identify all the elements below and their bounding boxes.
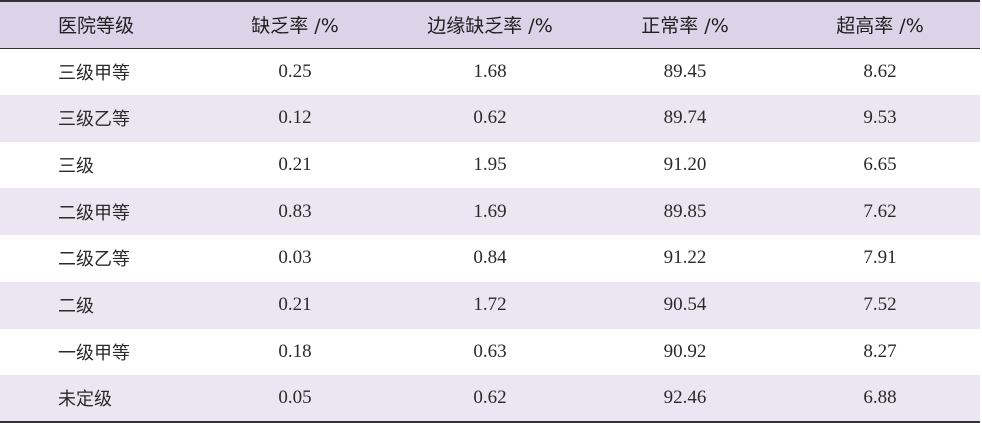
cell-marginal-deficiency-rate: 0.62 [390, 375, 590, 423]
cell-deficiency-rate: 0.21 [278, 294, 312, 316]
cell-hospital-grade: 三级 [58, 155, 94, 177]
cell-excess-rate: 8.62 [863, 60, 897, 82]
cell-excess-rate: 7.62 [863, 200, 897, 222]
table-row: 三级甲等 0.25 1.68 89.45 8.62 [0, 48, 980, 95]
cell-normal-rate: 91.20 [663, 153, 707, 175]
cell-normal-rate: 89.85 [663, 200, 707, 222]
header-hospital-grade: 医院等级 [0, 0, 200, 49]
table-row: 未定级 0.05 0.62 92.46 6.88 [0, 375, 980, 423]
header-deficiency-rate: 缺乏率 /% [200, 0, 390, 49]
cell-deficiency-rate: 0.18 [278, 340, 312, 362]
table-row: 二级甲等 0.83 1.69 89.85 7.62 [0, 188, 980, 235]
cell-excess-rate: 9.53 [863, 107, 897, 129]
cell-normal-rate: 90.92 [663, 340, 707, 362]
cell-deficiency-rate: 0.05 [200, 375, 390, 423]
cell-excess-rate: 8.27 [863, 340, 897, 362]
cell-excess-rate: 6.88 [780, 375, 980, 423]
cell-excess-rate: 7.91 [863, 247, 897, 269]
header-row: 医院等级 缺乏率 /% 边缘缺乏率 /% 正常率 /% 超高率 /% [0, 0, 980, 49]
cell-deficiency-rate: 0.21 [278, 153, 312, 175]
table-row: 二级 0.21 1.72 90.54 7.52 [0, 281, 980, 329]
cell-hospital-grade: 二级甲等 [58, 202, 130, 224]
cell-deficiency-rate: 0.12 [278, 107, 312, 129]
cell-marginal-deficiency-rate: 0.63 [473, 340, 507, 362]
cell-excess-rate: 7.52 [863, 294, 897, 316]
header-excess-rate: 超高率 /% [780, 0, 980, 49]
cell-marginal-deficiency-rate: 0.62 [473, 107, 507, 129]
cell-marginal-deficiency-rate: 0.84 [473, 247, 507, 269]
cell-normal-rate: 89.74 [663, 107, 707, 129]
table-row: 二级乙等 0.03 0.84 91.22 7.91 [0, 235, 980, 282]
cell-hospital-grade: 三级乙等 [58, 109, 130, 131]
cell-deficiency-rate: 0.03 [278, 247, 312, 269]
table-row: 三级 0.21 1.95 91.20 6.65 [0, 142, 980, 189]
cell-hospital-grade: 未定级 [0, 375, 200, 423]
cell-marginal-deficiency-rate: 1.95 [473, 153, 507, 175]
table-row: 三级乙等 0.12 0.62 89.74 9.53 [0, 94, 980, 142]
cell-normal-rate: 90.54 [663, 294, 707, 316]
cell-marginal-deficiency-rate: 1.68 [473, 60, 507, 82]
cell-normal-rate: 92.46 [590, 375, 780, 423]
header-marginal-deficiency-rate: 边缘缺乏率 /% [390, 0, 590, 49]
table-row: 一级甲等 0.18 0.63 90.92 8.27 [0, 329, 980, 376]
cell-hospital-grade: 二级乙等 [58, 249, 130, 271]
table-body: 三级甲等 0.25 1.68 89.45 8.62 三级乙等 0.12 0.62… [0, 48, 980, 423]
cell-marginal-deficiency-rate: 1.69 [473, 200, 507, 222]
cell-hospital-grade: 三级甲等 [58, 62, 130, 84]
header-normal-rate: 正常率 /% [590, 0, 780, 49]
cell-hospital-grade: 一级甲等 [58, 342, 130, 364]
cell-deficiency-rate: 0.83 [278, 200, 312, 222]
cell-excess-rate: 6.65 [863, 153, 897, 175]
cell-deficiency-rate: 0.25 [278, 60, 312, 82]
cell-hospital-grade: 二级 [58, 296, 94, 318]
cell-marginal-deficiency-rate: 1.72 [473, 294, 507, 316]
cell-normal-rate: 91.22 [663, 247, 707, 269]
cell-normal-rate: 89.45 [663, 60, 707, 82]
table-header: 医院等级 缺乏率 /% 边缘缺乏率 /% 正常率 /% 超高率 /% [0, 0, 980, 49]
